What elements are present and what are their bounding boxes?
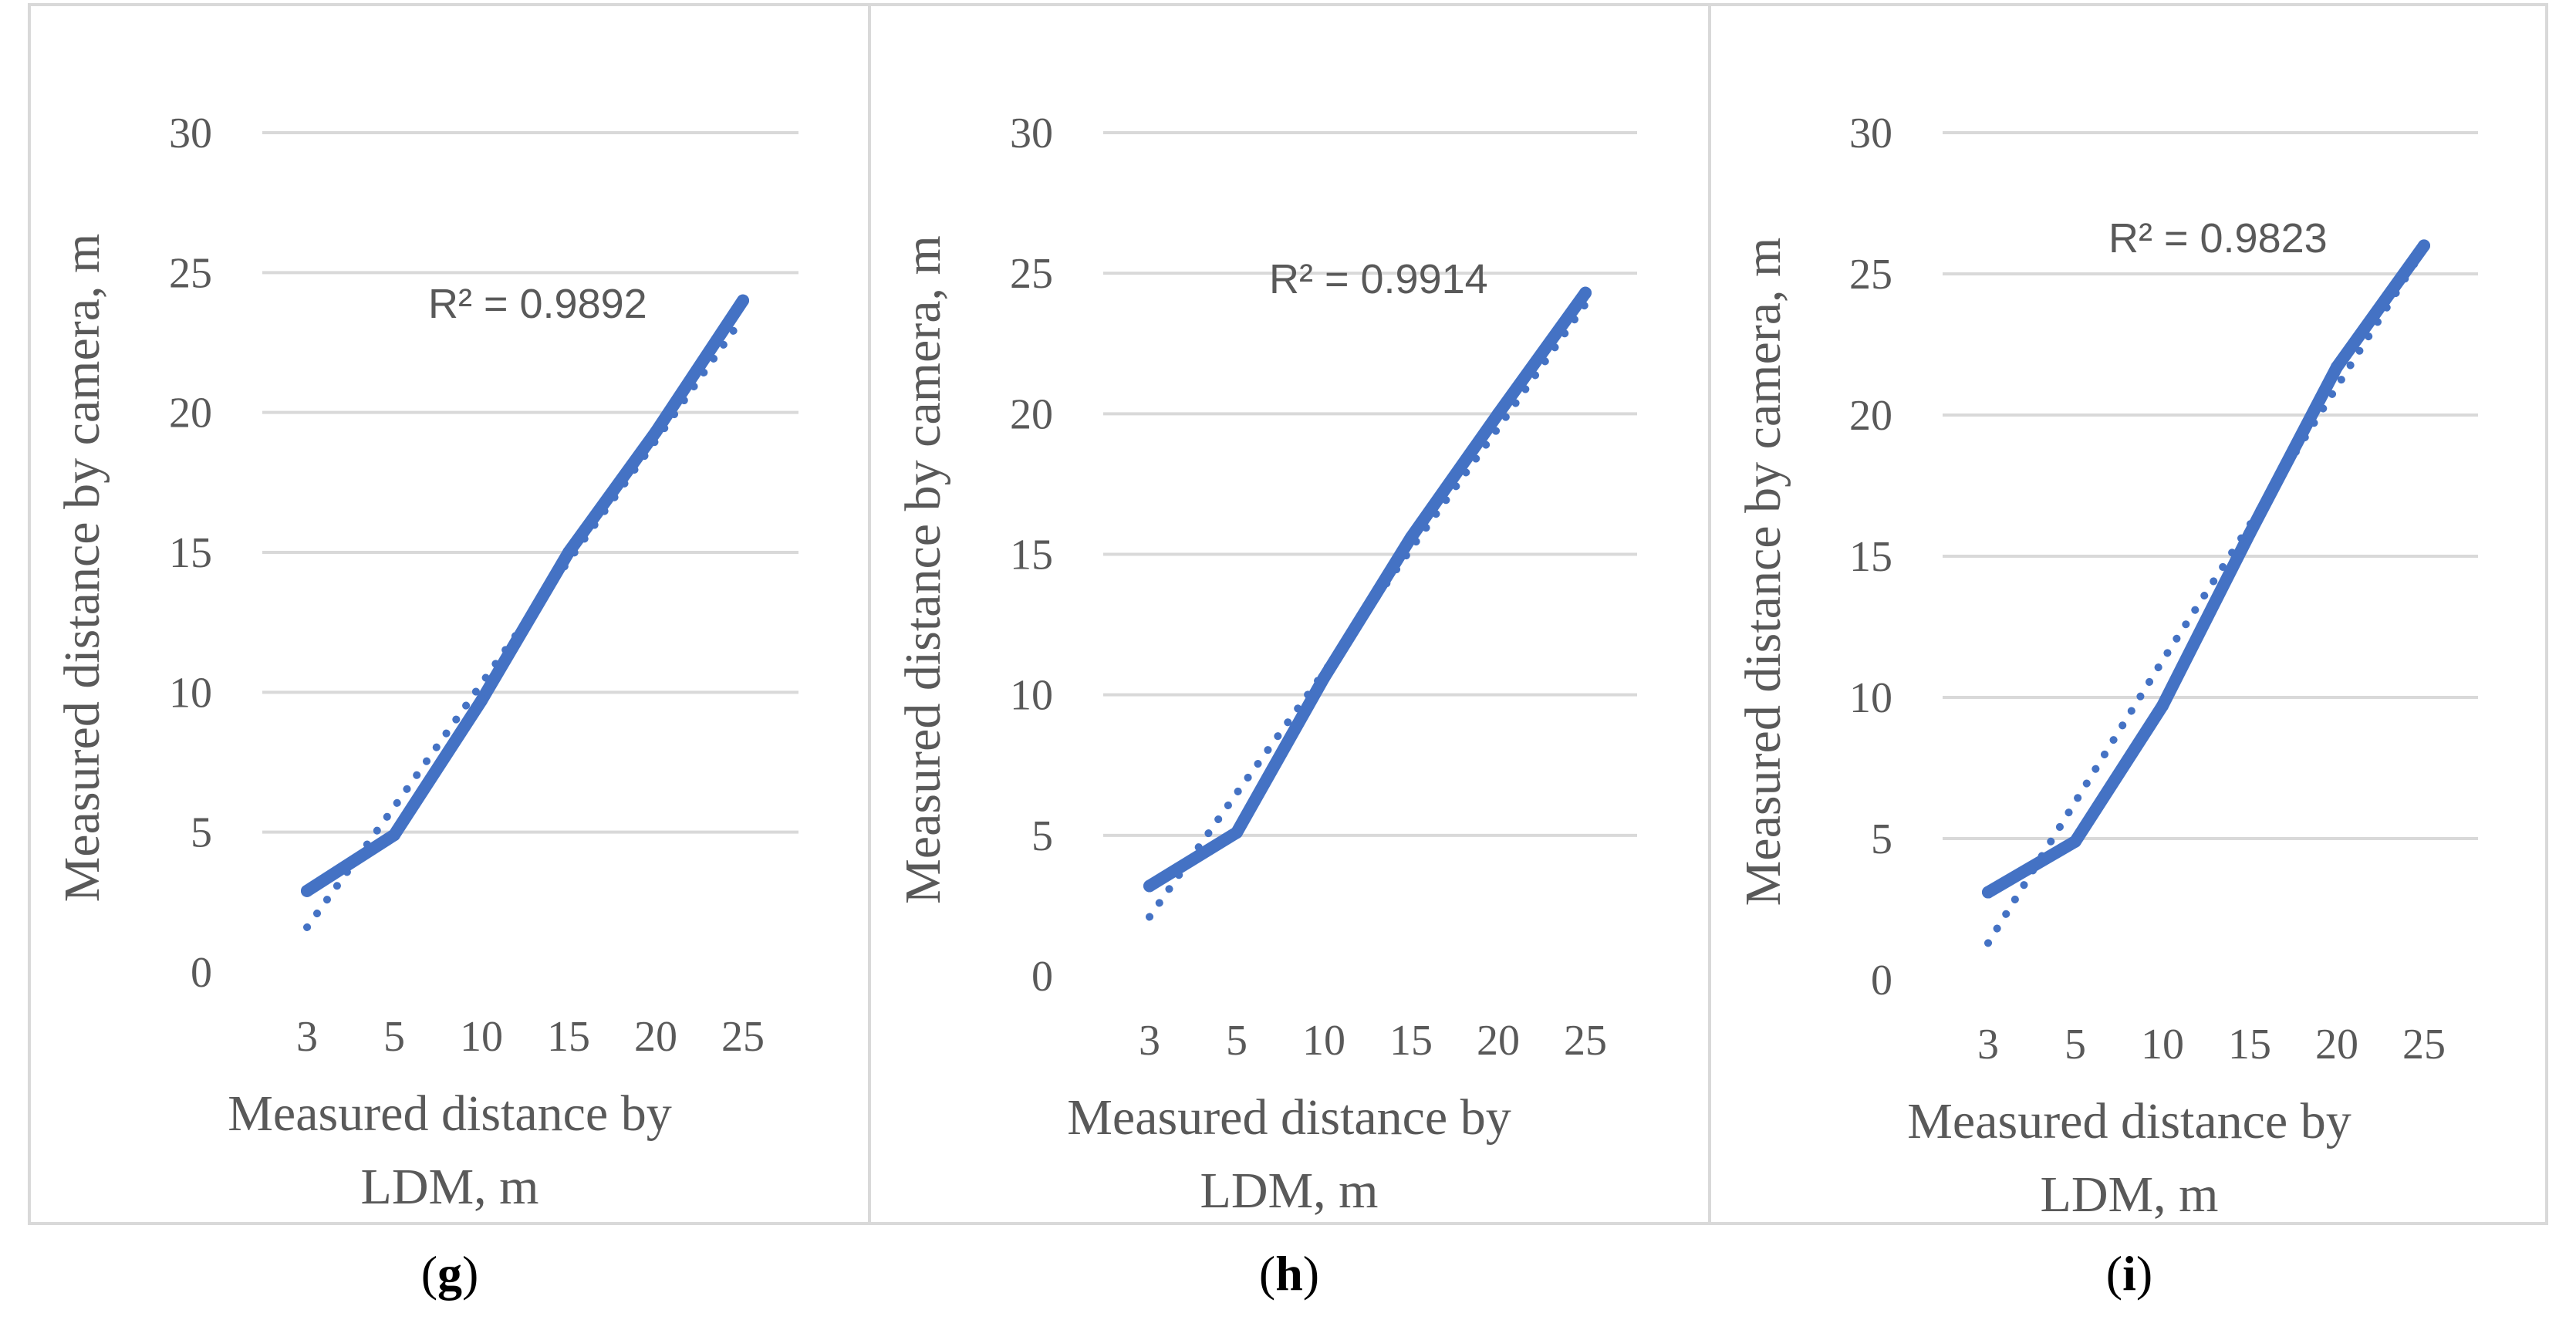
y-axis-title: Measured distance by camera, m xyxy=(54,234,110,903)
y-tick-label: 0 xyxy=(191,949,212,997)
y-tick-label: 10 xyxy=(1849,674,1892,722)
series-line xyxy=(1143,286,1592,893)
data-point xyxy=(1579,286,1592,299)
x-tick-label: 10 xyxy=(1302,1017,1345,1065)
y-tick-label: 5 xyxy=(1871,815,1892,863)
y-tick-label: 30 xyxy=(169,110,212,157)
y-tick-label: 15 xyxy=(1010,532,1053,579)
series-line xyxy=(1982,239,2430,899)
figure-frame xyxy=(28,3,2548,1225)
y-tick-label: 5 xyxy=(191,809,212,857)
r-squared-annotation: R² = 0.9914 xyxy=(1269,256,1488,302)
data-point xyxy=(301,884,313,897)
panel-label-paren: ) xyxy=(2136,1246,2152,1301)
x-tick-label: 3 xyxy=(1139,1017,1160,1065)
data-point xyxy=(2069,835,2081,848)
data-point xyxy=(475,694,488,707)
data-point xyxy=(1492,407,1504,420)
data-point xyxy=(2243,527,2256,540)
data-point xyxy=(737,294,749,307)
x-tick-label: 15 xyxy=(2228,1021,2271,1068)
x-axis-title-line: Measured distance by xyxy=(1907,1093,2351,1149)
r-squared-annotation: R² = 0.9892 xyxy=(428,281,647,327)
x-tick-label: 5 xyxy=(1226,1017,1247,1065)
y-tick-label: 10 xyxy=(169,669,212,717)
trendline-dotted xyxy=(1984,245,2428,947)
trendline-dotted xyxy=(303,313,747,931)
panel-label-paren: ( xyxy=(1259,1246,1275,1301)
x-tick-label: 25 xyxy=(721,1013,765,1061)
panel-label-letter: i xyxy=(2122,1246,2136,1301)
x-axis-title-line: LDM, m xyxy=(361,1159,539,1215)
panel-label: (i) xyxy=(2106,1246,2152,1301)
panel-label-paren: ) xyxy=(1303,1246,1319,1301)
data-point xyxy=(562,546,575,559)
x-tick-label: 10 xyxy=(460,1013,503,1061)
y-tick-label: 15 xyxy=(169,529,212,577)
x-tick-label: 25 xyxy=(1564,1017,1607,1065)
y-tick-label: 25 xyxy=(169,249,212,297)
x-axis-title-line: Measured distance by xyxy=(1067,1089,1511,1146)
y-tick-label: 20 xyxy=(169,390,212,437)
x-axis-title: Measured distance by LDM, m xyxy=(1067,1089,1511,1219)
series-line xyxy=(301,294,749,897)
data-point xyxy=(1143,879,1156,893)
x-tick-label: 20 xyxy=(1477,1017,1520,1065)
y-axis-title: Measured distance by camera, m xyxy=(895,235,951,904)
r-squared-annotation: R² = 0.9823 xyxy=(2108,215,2328,262)
x-tick-label: 3 xyxy=(1977,1021,1999,1068)
x-tick-label: 20 xyxy=(634,1013,677,1061)
data-point xyxy=(2156,699,2169,712)
data-point xyxy=(388,829,400,842)
x-axis-title: Measured distance by LDM, m xyxy=(1907,1093,2351,1223)
x-axis-title-line: Measured distance by xyxy=(228,1085,671,1142)
data-point xyxy=(1231,826,1243,839)
x-tick-label: 10 xyxy=(2141,1021,2184,1068)
x-tick-label: 5 xyxy=(383,1013,405,1061)
y-tick-label: 20 xyxy=(1849,392,1892,440)
y-tick-label: 20 xyxy=(1010,390,1053,438)
x-tick-label: 5 xyxy=(2065,1021,2086,1068)
panel-label: (g) xyxy=(421,1246,479,1301)
x-tick-label: 15 xyxy=(1389,1017,1433,1065)
x-tick-label: 15 xyxy=(547,1013,590,1061)
panel-label-letter: g xyxy=(437,1246,462,1301)
panel-label-paren: ( xyxy=(2106,1246,2122,1301)
y-tick-label: 0 xyxy=(1871,957,1892,1004)
y-tick-label: 15 xyxy=(1849,533,1892,581)
x-axis-title-line: LDM, m xyxy=(2041,1166,2219,1223)
data-point xyxy=(2331,360,2343,373)
x-tick-label: 25 xyxy=(2402,1021,2446,1068)
panel-label: (h) xyxy=(1259,1246,1319,1301)
panel-label-letter: h xyxy=(1275,1246,1303,1301)
y-tick-label: 10 xyxy=(1010,672,1053,720)
data-point xyxy=(650,426,662,439)
x-axis-title-line: LDM, m xyxy=(1200,1163,1379,1219)
y-tick-label: 30 xyxy=(1849,110,1892,157)
y-tick-label: 25 xyxy=(1849,251,1892,299)
x-tick-label: 3 xyxy=(296,1013,318,1061)
y-tick-label: 25 xyxy=(1010,250,1053,298)
panel-label-paren: ( xyxy=(421,1246,437,1301)
y-axis-title: Measured distance by camera, m xyxy=(1735,238,1791,906)
data-point xyxy=(1982,886,1994,899)
y-tick-label: 0 xyxy=(1031,953,1053,1001)
panel-label-paren: ) xyxy=(462,1246,478,1301)
x-axis-title: Measured distance by LDM, m xyxy=(228,1085,671,1215)
y-tick-label: 5 xyxy=(1031,812,1053,860)
x-tick-label: 20 xyxy=(2315,1021,2358,1068)
trendline-dotted xyxy=(1146,300,1589,921)
y-tick-label: 30 xyxy=(1010,110,1053,157)
